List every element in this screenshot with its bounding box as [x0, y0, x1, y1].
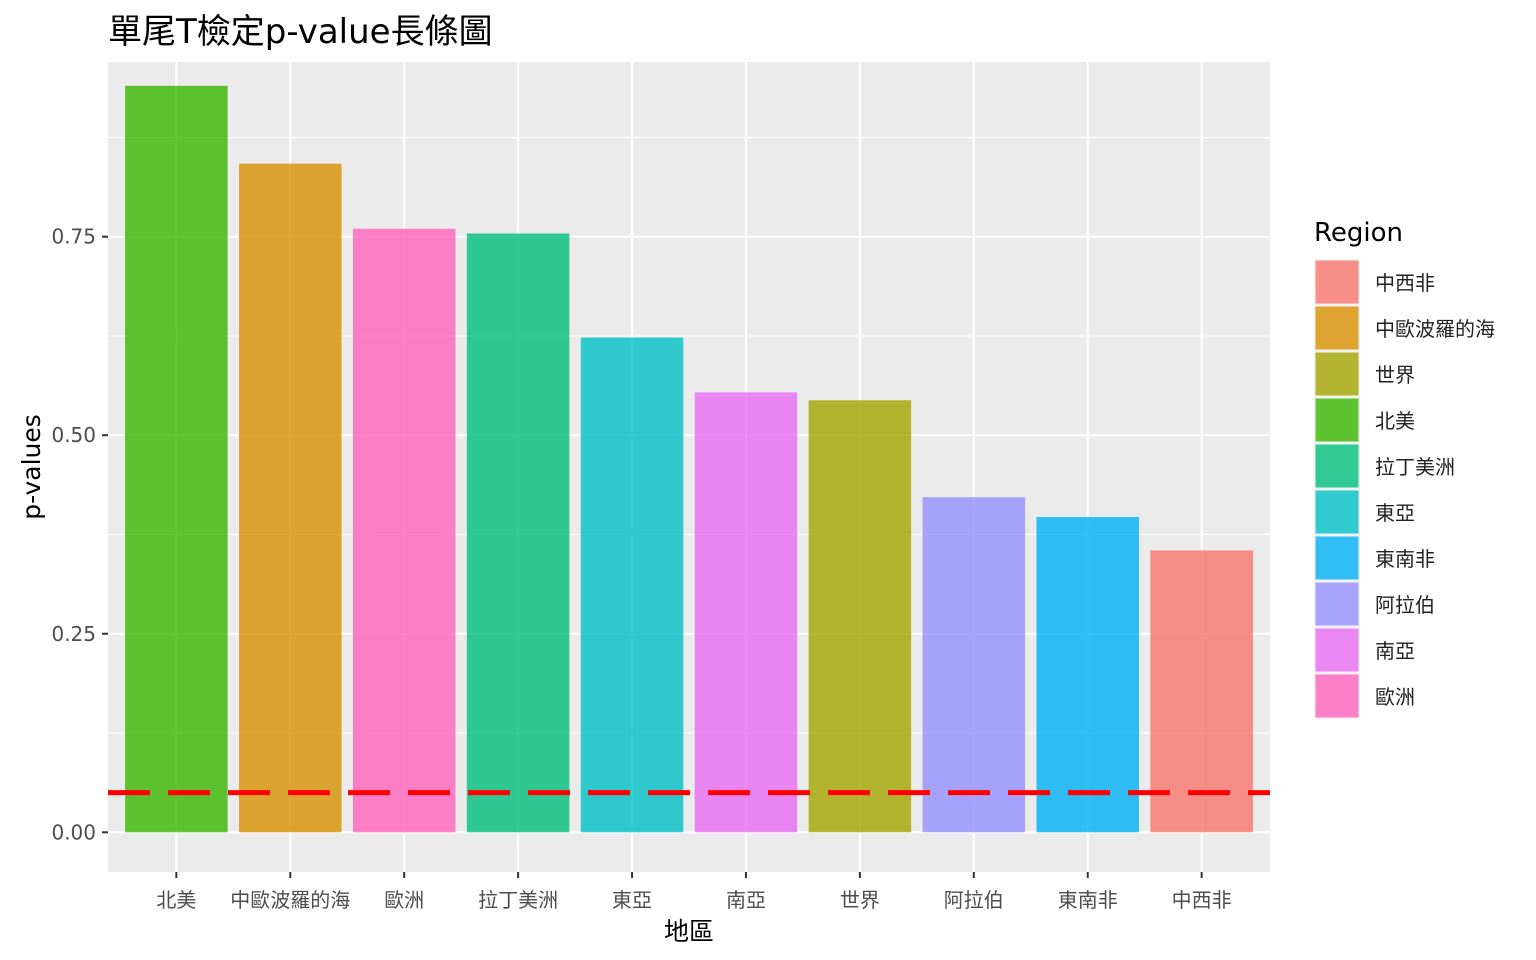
legend-swatch — [1315, 536, 1359, 580]
x-tick-label: 中西非 — [1172, 888, 1232, 912]
legend-swatch — [1315, 582, 1359, 626]
y-tick-label: 0.75 — [51, 225, 96, 249]
y-tick-label: 0.00 — [51, 820, 96, 844]
legend-swatch — [1315, 490, 1359, 534]
bar-4 — [466, 233, 570, 833]
legend-title: Region — [1314, 218, 1403, 248]
x-tick-label: 東南非 — [1058, 888, 1118, 912]
legend-swatch — [1315, 352, 1359, 396]
x-axis: 北美 中歐波羅的海 歐洲 拉丁美洲 東亞 南亞 世界 阿拉伯 東南非 中西非 — [156, 872, 1232, 912]
x-tick-label: 阿拉伯 — [944, 888, 1004, 912]
x-tick-label: 拉丁美洲 — [478, 888, 558, 912]
legend-label: 阿拉伯 — [1375, 593, 1435, 617]
bar-3 — [352, 228, 456, 833]
legend-label: 中歐波羅的海 — [1375, 317, 1495, 341]
y-axis-title: p-values — [17, 414, 46, 520]
legend-swatch — [1315, 260, 1359, 304]
x-tick-label: 東亞 — [612, 888, 652, 912]
y-tick-label: 0.50 — [51, 423, 96, 447]
y-tick-label: 0.25 — [51, 622, 96, 646]
bar-1 — [125, 85, 228, 833]
y-axis: 0.00 0.25 0.50 0.75 — [51, 225, 108, 844]
legend-swatch — [1315, 306, 1359, 350]
chart-title: 單尾T檢定p-value長條圖 — [108, 12, 493, 52]
x-axis-title: 地區 — [664, 917, 714, 946]
legend-label: 拉丁美洲 — [1375, 455, 1455, 479]
legend-label: 東亞 — [1375, 501, 1415, 525]
x-tick-label: 南亞 — [726, 888, 766, 912]
x-tick-label: 中歐波羅的海 — [230, 888, 350, 912]
legend-label: 世界 — [1375, 363, 1415, 387]
bar-7 — [808, 400, 912, 833]
legend-label: 北美 — [1375, 409, 1415, 433]
bar-9 — [1036, 517, 1139, 833]
bar-6 — [694, 392, 798, 833]
legend-swatch — [1315, 398, 1359, 442]
bar-5 — [580, 337, 684, 833]
bar-10 — [1150, 550, 1253, 833]
x-tick-label: 歐洲 — [384, 888, 424, 912]
x-tick-label: 北美 — [156, 888, 196, 912]
legend-swatch — [1315, 674, 1359, 718]
legend-label: 東南非 — [1375, 547, 1435, 571]
legend-swatch — [1315, 628, 1359, 672]
x-tick-label: 世界 — [840, 888, 880, 912]
bar-8 — [922, 497, 1026, 833]
legend-label: 中西非 — [1375, 271, 1435, 295]
legend-label: 南亞 — [1375, 639, 1415, 663]
legend-label: 歐洲 — [1375, 685, 1415, 709]
bar-2 — [239, 163, 342, 833]
legend-swatch — [1315, 444, 1359, 488]
bars — [125, 85, 1253, 833]
